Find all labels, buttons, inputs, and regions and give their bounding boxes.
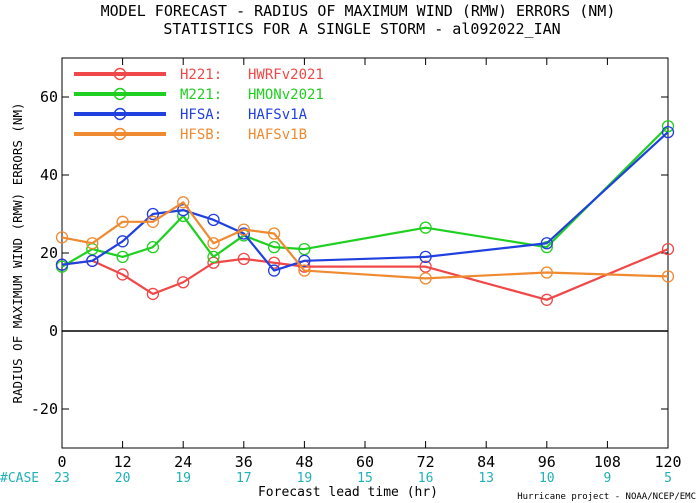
legend-entry: M221: HMONv2021 <box>74 87 324 103</box>
data-point <box>146 207 160 221</box>
legend-marker <box>113 87 127 101</box>
legend-entry: HFSA: HAFSv1A <box>74 107 308 123</box>
x-tick-label: 84 <box>477 453 495 471</box>
data-point <box>661 270 675 283</box>
legend-label: HMONv2021 <box>248 87 324 103</box>
series-3 <box>55 196 675 285</box>
case-count: 10 <box>539 471 555 486</box>
data-point <box>86 237 99 250</box>
data-point <box>146 215 160 228</box>
data-point <box>116 268 129 281</box>
case-count: 20 <box>115 471 131 486</box>
case-count: 5 <box>664 471 672 486</box>
y-tick-label: 60 <box>40 88 58 106</box>
legend-name: H221: <box>180 67 222 83</box>
case-count: 15 <box>357 471 373 486</box>
x-axis: 0 12 24 36 48 60 72 84 96 108 120 <box>57 58 682 471</box>
legend-marker <box>113 127 127 141</box>
legend: H221: HWRFv2021 M221: HMONv2021 HFSA: HAFSv1A… <box>74 67 324 143</box>
data-point <box>177 196 190 209</box>
series-1 <box>55 120 675 273</box>
data-point <box>267 240 281 254</box>
data-point <box>55 231 69 244</box>
data-point <box>116 250 129 264</box>
y-axis-label: RADIUS OF MAXIMUM WIND (RMW) ERRORS (NM) <box>10 102 25 403</box>
case-count: 17 <box>236 471 252 486</box>
series-line <box>61 125 669 268</box>
case-count: 16 <box>418 471 434 486</box>
chart-subtitle: STATISTICS FOR A SINGLE STORM - al092022… <box>163 20 560 38</box>
x-tick-label: 48 <box>295 453 313 471</box>
case-count: 19 <box>297 471 313 486</box>
series-line <box>61 131 669 272</box>
data-point <box>177 276 190 289</box>
x-tick-label: 12 <box>114 453 132 471</box>
x-tick-label: 0 <box>57 453 66 471</box>
credit-text: Hurricane project - NOAA/NCEP/EMC <box>517 492 696 502</box>
legend-label: HAFSv1B <box>248 127 307 143</box>
data-point <box>419 250 432 264</box>
data-point <box>419 260 432 273</box>
data-point <box>540 237 553 250</box>
legend-marker <box>113 67 127 81</box>
data-point <box>237 252 250 266</box>
data-point <box>207 250 220 264</box>
data-point <box>237 223 250 236</box>
data-point <box>661 242 675 256</box>
data-point <box>237 227 250 240</box>
x-tick-label: 120 <box>654 453 681 471</box>
data-point <box>207 213 220 227</box>
chart-title: MODEL FORECAST - RADIUS OF MAXIMUM WIND … <box>101 2 616 20</box>
legend-entry: HFSB: HAFSv1B <box>74 127 307 143</box>
x-tick-label: 60 <box>356 453 374 471</box>
legend-label: HWRFv2021 <box>248 67 324 83</box>
y-tick-label: 40 <box>40 166 58 184</box>
y-tick-label: -20 <box>31 400 58 418</box>
data-point <box>419 272 432 285</box>
data-point <box>298 242 311 256</box>
data-point <box>146 287 160 301</box>
legend-label: HAFSv1A <box>248 107 308 123</box>
legend-name: HFSB: <box>180 127 222 143</box>
data-point <box>298 264 311 277</box>
x-tick-label: 24 <box>174 453 192 471</box>
case-count-row: #CASE 23 20 19 17 19 15 16 13 10 9 5 <box>0 471 672 486</box>
data-point <box>86 254 99 267</box>
data-point <box>419 221 432 234</box>
data-point <box>298 254 311 267</box>
x-tick-label: 108 <box>594 453 621 471</box>
data-point <box>267 264 281 277</box>
y-axis: -20 0 20 40 60 <box>31 88 668 418</box>
y-tick-label: 20 <box>40 244 58 262</box>
case-count: 19 <box>175 471 191 486</box>
y-tick-label: 0 <box>49 322 58 340</box>
data-point <box>55 258 69 271</box>
x-tick-label: 96 <box>538 453 556 471</box>
data-point <box>661 125 675 139</box>
legend-name: M221: <box>180 87 222 103</box>
data-point <box>661 120 675 133</box>
data-point <box>116 235 129 248</box>
case-label: #CASE <box>0 471 39 486</box>
series-layer <box>55 120 675 306</box>
legend-entry: H221: HWRFv2021 <box>74 67 324 83</box>
case-count: 9 <box>603 471 611 486</box>
legend-marker <box>113 107 127 121</box>
series-2 <box>55 125 675 277</box>
x-axis-label: Forecast lead time (hr) <box>258 485 438 500</box>
data-point <box>540 240 553 254</box>
x-tick-label: 72 <box>417 453 435 471</box>
case-count: 13 <box>478 471 494 486</box>
data-point <box>540 266 553 279</box>
data-point <box>207 237 220 250</box>
series-line <box>61 201 669 280</box>
case-count: 23 <box>54 471 70 486</box>
x-tick-label: 36 <box>235 453 253 471</box>
data-point <box>267 227 281 240</box>
data-point <box>116 215 129 228</box>
data-point <box>146 240 160 254</box>
data-point <box>540 293 553 306</box>
legend-name: HFSA: <box>180 107 222 123</box>
